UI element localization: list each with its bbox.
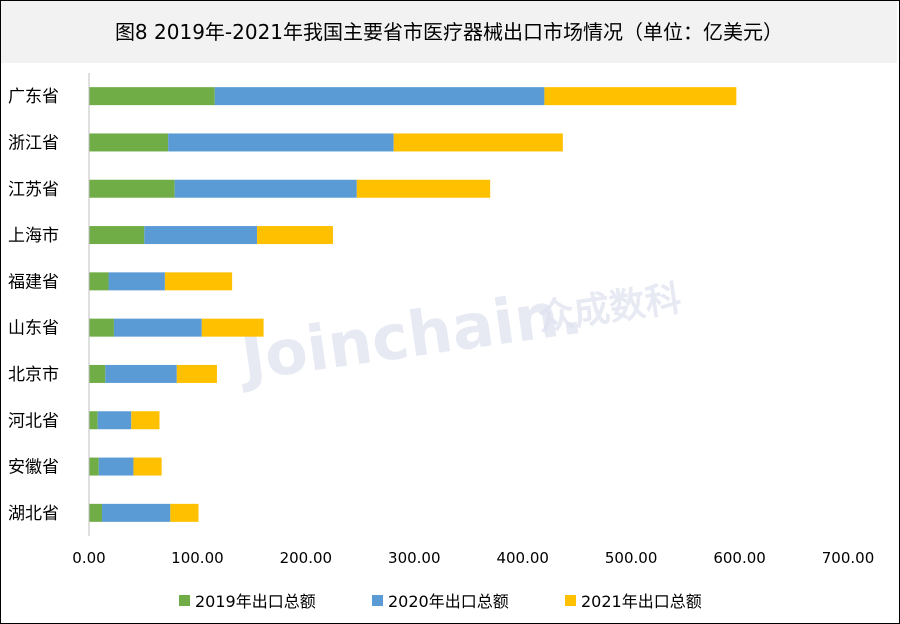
bar-2-4 <box>144 226 258 245</box>
category-label: 山东省 <box>8 319 59 339</box>
x-tick-label: 500.00 <box>605 549 658 567</box>
bar-3-1 <box>544 87 737 106</box>
legend-label-3: 2021年出口总额 <box>581 592 702 611</box>
category-label: 安徽省 <box>8 458 59 478</box>
bar-2-10 <box>102 503 171 522</box>
bar-1-1 <box>89 87 215 106</box>
category-label: 上海市 <box>8 226 59 246</box>
legend-swatch-2 <box>372 595 383 606</box>
bar-1-4 <box>89 226 145 245</box>
bar-2-1 <box>214 87 545 106</box>
bar-2-2 <box>168 133 394 152</box>
bar-2-7 <box>105 364 177 383</box>
category-label: 北京市 <box>8 365 59 385</box>
category-label: 福建省 <box>8 272 59 292</box>
category-label: 江苏省 <box>8 180 59 200</box>
x-tick-label: 200.00 <box>280 549 333 567</box>
chart-title: 图8 2019年-2021年我国主要省市医疗器械出口市场情况（单位：亿美元） <box>114 20 784 44</box>
bar-1-7 <box>89 364 106 383</box>
bar-3-7 <box>176 364 217 383</box>
bar-layer <box>89 87 737 522</box>
x-tick-label: 400.00 <box>496 549 549 567</box>
watermark: Joinchain. 众成数科 <box>233 275 684 396</box>
watermark-logo: Joinchain. <box>233 275 587 396</box>
category-label: 浙江省 <box>8 133 59 153</box>
bar-3-6 <box>201 318 264 337</box>
bar-2-5 <box>108 272 165 291</box>
bar-1-2 <box>89 133 169 152</box>
title-bar: 图8 2019年-2021年我国主要省市医疗器械出口市场情况（单位：亿美元） <box>1 1 897 63</box>
legend-label-1: 2019年出口总额 <box>195 592 316 611</box>
bar-2-8 <box>97 411 132 430</box>
bar-1-9 <box>89 457 99 476</box>
bar-1-10 <box>89 503 103 522</box>
legend: 2019年出口总额 2020年出口总额 2021年出口总额 <box>179 592 702 611</box>
x-tick-label: 0.00 <box>72 549 105 567</box>
bar-3-10 <box>170 503 199 522</box>
category-label: 河北省 <box>8 411 59 431</box>
legend-swatch-3 <box>565 595 576 606</box>
bar-1-3 <box>89 179 175 198</box>
x-tick-label: 300.00 <box>388 549 441 567</box>
category-label: 广东省 <box>8 87 59 107</box>
bar-3-5 <box>164 272 233 291</box>
legend-swatch-1 <box>179 595 190 606</box>
bar-3-8 <box>131 411 160 430</box>
bar-3-4 <box>257 226 333 245</box>
bar-1-5 <box>89 272 109 291</box>
x-tick-labels: 0.00 100.00 200.00 300.00 400.00 500.00 600.00… <box>72 549 874 567</box>
category-label: 湖北省 <box>8 504 59 524</box>
bar-2-3 <box>174 179 357 198</box>
legend-label-2: 2020年出口总额 <box>388 592 509 611</box>
bar-2-6 <box>113 318 202 337</box>
bar-2-9 <box>98 457 134 476</box>
bar-1-6 <box>89 318 114 337</box>
x-tick-label: 100.00 <box>171 549 224 567</box>
x-tick-label: 600.00 <box>713 549 766 567</box>
bar-1-8 <box>89 411 98 430</box>
x-tick-label: 700.00 <box>822 549 875 567</box>
bar-3-9 <box>133 457 162 476</box>
bar-3-2 <box>393 133 563 152</box>
bar-3-3 <box>356 179 491 198</box>
